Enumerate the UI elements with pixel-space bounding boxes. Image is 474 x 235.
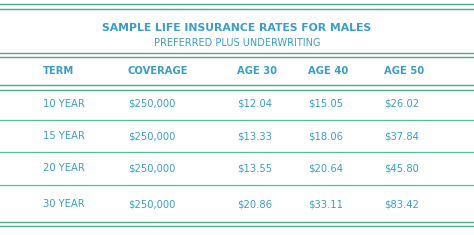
Text: $45.80: $45.80 <box>384 164 419 173</box>
Text: $250,000: $250,000 <box>128 199 175 209</box>
Text: AGE 30: AGE 30 <box>237 66 277 76</box>
Text: 30 YEAR: 30 YEAR <box>43 199 84 209</box>
Text: AGE 50: AGE 50 <box>384 66 424 76</box>
Text: $83.42: $83.42 <box>384 199 419 209</box>
Text: $13.33: $13.33 <box>237 131 272 141</box>
Text: SAMPLE LIFE INSURANCE RATES FOR MALES: SAMPLE LIFE INSURANCE RATES FOR MALES <box>102 23 372 33</box>
Text: AGE 40: AGE 40 <box>308 66 348 76</box>
Text: $33.11: $33.11 <box>308 199 343 209</box>
Text: $13.55: $13.55 <box>237 164 272 173</box>
Text: PREFERRED PLUS UNDERWRITING: PREFERRED PLUS UNDERWRITING <box>154 38 320 48</box>
Text: $18.06: $18.06 <box>308 131 343 141</box>
Text: $250,000: $250,000 <box>128 164 175 173</box>
Text: $20.86: $20.86 <box>237 199 272 209</box>
Text: 15 YEAR: 15 YEAR <box>43 131 84 141</box>
Text: $37.84: $37.84 <box>384 131 419 141</box>
Text: 10 YEAR: 10 YEAR <box>43 99 84 109</box>
Text: COVERAGE: COVERAGE <box>128 66 189 76</box>
Text: $12.04: $12.04 <box>237 99 272 109</box>
Text: 20 YEAR: 20 YEAR <box>43 164 84 173</box>
Text: $20.64: $20.64 <box>308 164 343 173</box>
Text: TERM: TERM <box>43 66 74 76</box>
Text: $250,000: $250,000 <box>128 99 175 109</box>
Text: $15.05: $15.05 <box>308 99 343 109</box>
Text: $250,000: $250,000 <box>128 131 175 141</box>
Text: $26.02: $26.02 <box>384 99 419 109</box>
